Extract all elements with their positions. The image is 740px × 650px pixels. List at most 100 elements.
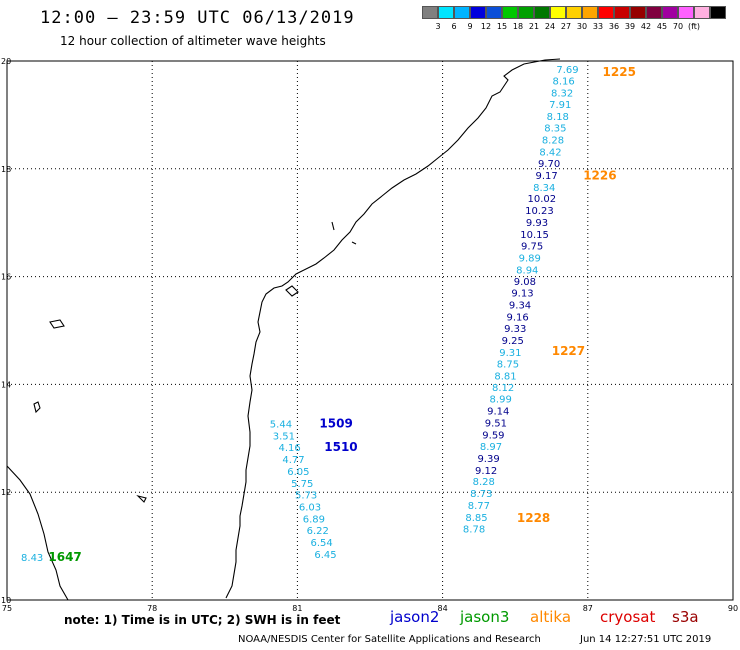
swh-value: 10.15 [520, 230, 549, 241]
map-title: 12:00 – 23:59 UTC 06/13/2019 [40, 8, 355, 28]
colorbar-label: 70 [672, 22, 684, 31]
swh-value: 3.51 [273, 431, 295, 442]
legend-altika: altika [530, 608, 572, 626]
swh-value: 9.39 [477, 454, 499, 465]
swh-value: 6.22 [307, 526, 329, 537]
swh-value: 8.99 [490, 395, 512, 406]
swh-value: 8.85 [465, 513, 487, 524]
colorbar-label: 27 [560, 22, 572, 31]
swh-value: 8.42 [539, 147, 561, 158]
time-label: 1226 [583, 169, 616, 183]
colorbar-swatch [438, 6, 454, 19]
swh-value: 8.28 [473, 477, 495, 488]
x-tick-label: 87 [583, 604, 593, 613]
y-tick-label: 12 [1, 488, 11, 497]
legend-jason3: jason3 [460, 608, 510, 626]
swh-value: 6.45 [314, 550, 336, 561]
swh-value: 6.05 [287, 467, 309, 478]
map-subtitle: 12 hour collection of altimeter wave hei… [60, 34, 326, 48]
river-delta [285, 285, 299, 297]
colorbar-label: 9 [467, 22, 473, 31]
swh-value: 8.78 [463, 525, 485, 536]
colorbar-label: 18 [512, 22, 524, 31]
colorbar-label: 21 [528, 22, 540, 31]
y-tick-label: 18 [1, 165, 11, 174]
swh-value: 6.89 [303, 514, 325, 525]
colorbar-swatch [662, 6, 678, 19]
colorbar-swatch [502, 6, 518, 19]
time-label: 1228 [517, 511, 550, 525]
colorbar-swatch [614, 6, 630, 19]
track-1509-1510: 5.443.514.164.776.055.755.736.036.896.22… [270, 417, 358, 561]
coastline [6, 58, 561, 601]
colorbar-label: 30 [576, 22, 588, 31]
swh-value: 10.02 [527, 194, 556, 205]
swh-value: 8.32 [551, 89, 573, 100]
legend-s3a: s3a [672, 608, 699, 626]
colorbar-swatch [582, 6, 598, 19]
swh-value: 7.69 [556, 65, 578, 76]
map-note: note: 1) Time is in UTC; 2) SWH is in fe… [64, 613, 341, 627]
swh-value: 9.14 [487, 407, 509, 418]
track-1647: 8.43 1647 [21, 550, 82, 564]
colorbar-swatch [486, 6, 502, 19]
colorbar-label: 42 [640, 22, 652, 31]
track-1225-1228: 7.698.168.327.918.188.358.288.429.709.17… [463, 65, 636, 536]
swh-value: 9.70 [538, 159, 560, 170]
x-tick-label: 84 [438, 604, 448, 613]
swh-value: 9.34 [509, 300, 531, 311]
colorbar-label: 24 [544, 22, 556, 31]
swh-value: 7.91 [549, 100, 571, 111]
colorbar-swatch [470, 6, 486, 19]
island [49, 319, 65, 329]
map-grid [6, 60, 734, 601]
credit-line: NOAA/NESDIS Center for Satellite Applica… [238, 634, 541, 645]
coastline-east [225, 58, 561, 599]
colorbar-swatch [598, 6, 614, 19]
swh-value: 8.16 [552, 77, 574, 88]
colorbar-label: (ft) [687, 22, 701, 31]
colorbar-label: 33 [592, 22, 604, 31]
swh-value: 9.17 [536, 171, 558, 182]
island [136, 494, 147, 503]
swh-value: 8.81 [494, 372, 516, 383]
generated-timestamp: Jun 14 12:27:51 UTC 2019 [580, 634, 712, 645]
y-tick-label: 14 [1, 380, 11, 389]
colorbar-swatch [694, 6, 710, 19]
time-label: 1510 [324, 440, 357, 454]
x-tick-label: 75 [2, 604, 12, 613]
coast-feature [331, 221, 335, 231]
time-label: 1225 [603, 65, 636, 79]
y-tick-label: 20 [1, 57, 11, 66]
colorbar-swatch [566, 6, 582, 19]
swh-value: 8.35 [544, 124, 566, 135]
swh-value: 8.28 [542, 135, 564, 146]
swh-value: 9.93 [526, 218, 548, 229]
legend-jason2: jason2 [390, 608, 440, 626]
swh-value: 10.23 [525, 206, 554, 217]
colorbar-label: 12 [480, 22, 492, 31]
swh-value: 9.75 [521, 242, 543, 253]
swh-value: 9.31 [499, 348, 521, 359]
swh-value: 9.51 [485, 418, 507, 429]
swh-value: 8.43 [21, 553, 43, 564]
time-label: 1509 [319, 417, 352, 431]
swh-value: 4.77 [282, 455, 304, 466]
x-tick-label: 90 [728, 604, 738, 613]
colorbar-swatch [454, 6, 470, 19]
swh-value: 9.16 [506, 312, 528, 323]
colorbar-swatch [550, 6, 566, 19]
swh-value: 9.08 [514, 277, 536, 288]
y-tick-label: 10 [1, 596, 11, 605]
colorbar-swatch [678, 6, 694, 19]
swh-value: 9.13 [511, 289, 533, 300]
island [33, 401, 41, 414]
colorbar-label: 15 [496, 22, 508, 31]
colorbar-swatch [630, 6, 646, 19]
colorbar-swatch [518, 6, 534, 19]
colorbar-label: 45 [656, 22, 668, 31]
coast-feature [351, 241, 357, 245]
colorbar-swatch [534, 6, 550, 19]
y-tick-label: 16 [1, 273, 11, 282]
